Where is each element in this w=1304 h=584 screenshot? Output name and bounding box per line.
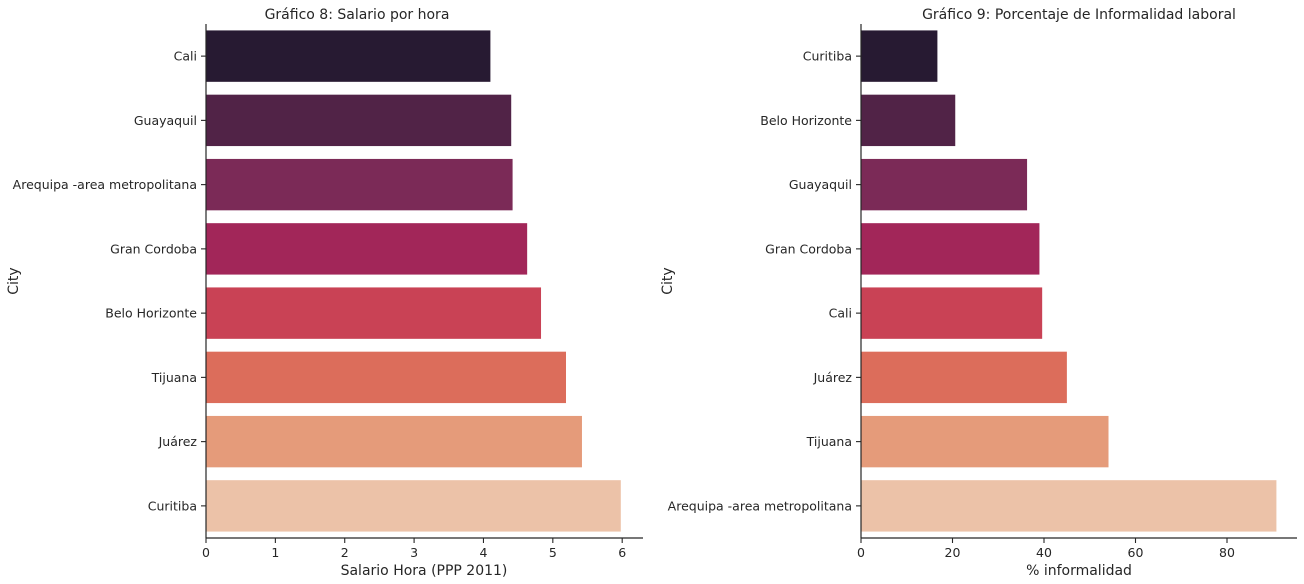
y-tick-labels: Curitiba Belo Horizonte Guayaquil Gran Cord…	[668, 49, 861, 513]
x-axis-label: % informalidad	[1026, 563, 1132, 579]
x-tick-label: 1	[271, 545, 279, 560]
bar	[861, 287, 1043, 339]
x-tick-label: 0	[857, 545, 865, 560]
x-tick-label: 40	[1036, 545, 1052, 560]
bar	[861, 94, 956, 147]
chart-salario-por-hora: Gráfico 8: Salario por hora Salario Hora…	[6, 7, 643, 579]
y-tick-label: Curitiba	[148, 498, 197, 513]
y-tick-label: Tijuana	[151, 370, 197, 385]
x-tick-label: 3	[410, 545, 418, 560]
bar	[206, 30, 491, 82]
bar	[206, 94, 512, 147]
y-tick-label: Cali	[174, 49, 197, 64]
y-tick-label: Guayaquil	[789, 177, 852, 192]
bar	[861, 415, 1109, 468]
y-tick-label: Belo Horizonte	[760, 113, 852, 128]
bar	[206, 287, 542, 339]
chart-informalidad-laboral: Gráfico 9: Porcentaje de Informalidad la…	[660, 7, 1297, 579]
x-tick-label: 80	[1219, 545, 1235, 560]
bar	[206, 480, 621, 532]
y-axis-label: City	[6, 267, 22, 294]
bar	[861, 223, 1040, 275]
x-tick-labels: 0 1 2 3 4 5 6	[202, 538, 626, 560]
x-tick-label: 5	[549, 545, 557, 560]
x-tick-label: 60	[1128, 545, 1144, 560]
x-tick-label: 20	[945, 545, 961, 560]
chart-title: Gráfico 8: Salario por hora	[265, 7, 450, 23]
x-tick-label: 6	[618, 545, 626, 560]
y-tick-label: Belo Horizonte	[105, 306, 197, 321]
x-tick-labels: 0 20 40 60 80	[857, 538, 1235, 560]
bar	[206, 415, 582, 468]
y-tick-label: Arequipa -area metropolitana	[13, 177, 197, 192]
bar	[861, 158, 1028, 211]
x-axis-label: Salario Hora (PPP 2011)	[341, 563, 508, 579]
bar	[861, 480, 1277, 532]
y-tick-label: Cali	[829, 306, 852, 321]
x-tick-label: 4	[479, 545, 487, 560]
bars	[861, 30, 1277, 532]
y-tick-label: Gran Cordoba	[110, 241, 197, 256]
bars	[206, 30, 621, 532]
y-tick-label: Curitiba	[803, 49, 852, 64]
y-tick-label: Juárez	[158, 434, 198, 449]
y-tick-label: Tijuana	[806, 434, 852, 449]
bar	[206, 351, 566, 404]
y-tick-label: Arequipa -area metropolitana	[668, 498, 852, 513]
y-axis-label: City	[660, 267, 676, 294]
bar	[861, 351, 1067, 404]
y-tick-label: Juárez	[813, 370, 853, 385]
x-tick-label: 0	[202, 545, 210, 560]
bar	[206, 158, 513, 211]
y-tick-labels: Cali Guayaquil Arequipa -area metropolitan…	[13, 49, 206, 513]
bar	[206, 223, 528, 275]
bar	[861, 30, 938, 82]
x-tick-label: 2	[341, 545, 349, 560]
y-tick-label: Guayaquil	[134, 113, 197, 128]
chart-title: Gráfico 9: Porcentaje de Informalidad la…	[922, 7, 1236, 23]
y-tick-label: Gran Cordoba	[765, 241, 852, 256]
